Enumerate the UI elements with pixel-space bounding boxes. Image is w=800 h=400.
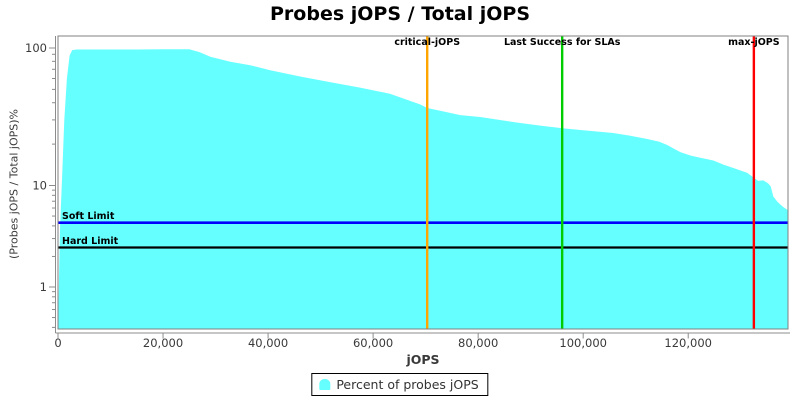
- marker-label-0: critical-jOPS: [394, 37, 460, 48]
- legend: Percent of probes jOPS: [311, 373, 489, 396]
- x-axis-label: jOPS: [406, 352, 440, 367]
- x-tick-label: 20,000: [143, 336, 183, 350]
- y-tick-label: 1: [40, 280, 47, 294]
- marker-label-2: max-jOPS: [728, 37, 780, 48]
- x-tick-label: 80,000: [458, 336, 498, 350]
- x-tick-label: 0: [54, 336, 61, 350]
- x-tick-label: 40,000: [248, 336, 288, 350]
- marker-label-1: Last Success for SLAs: [504, 37, 621, 48]
- limit-label-0: Soft Limit: [62, 211, 115, 222]
- area-percent-probes-jops: [58, 49, 788, 329]
- legend-area-swatch-icon: [319, 379, 331, 390]
- plot-border: [57, 35, 789, 330]
- limit-label-1: Hard Limit: [62, 236, 119, 247]
- y-tick-label: 10: [32, 179, 47, 193]
- x-tick-label: 100,000: [559, 336, 607, 350]
- chart-title: Probes jOPS / Total jOPS: [270, 3, 530, 25]
- x-tick-label: 120,000: [664, 336, 712, 350]
- x-tick-label: 60,000: [353, 336, 393, 350]
- y-tick-label: 100: [25, 41, 47, 55]
- axes: [49, 36, 790, 339]
- legend-label: Percent of probes jOPS: [336, 377, 479, 392]
